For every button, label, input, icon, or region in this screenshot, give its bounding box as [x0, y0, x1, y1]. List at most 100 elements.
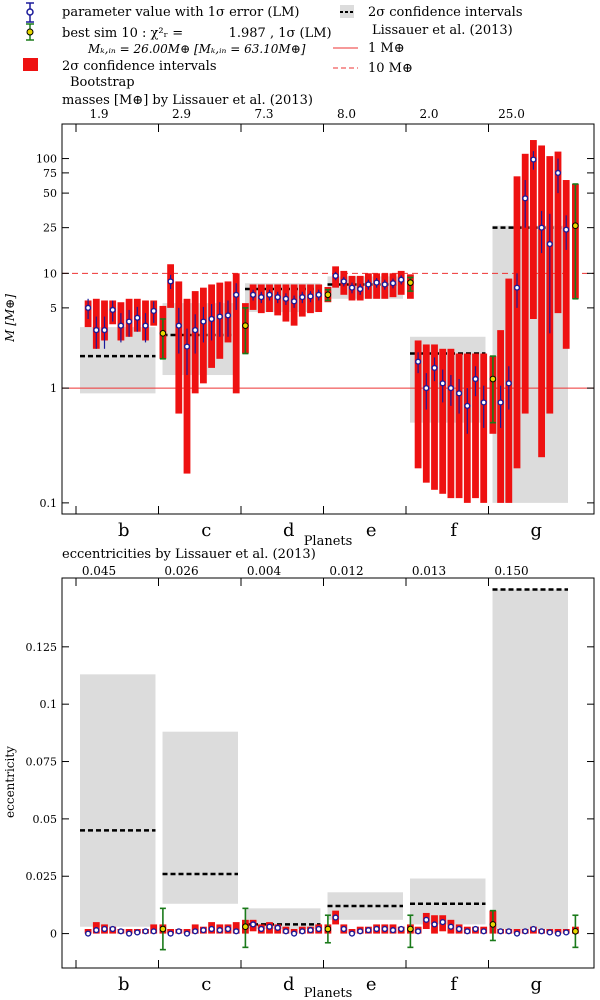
lm-point-b-3 [109, 925, 116, 933]
x-category-label-f: f [450, 974, 458, 995]
lm-point-g-6 [546, 240, 553, 248]
lm-point-g-4 [530, 156, 537, 163]
x-category-label-b: b [118, 974, 130, 995]
lm-point-e-6 [381, 281, 388, 288]
lm-point-c-3 [192, 928, 199, 935]
lm-point-f-0 [415, 358, 422, 365]
x-category-label-c: c [201, 520, 211, 541]
lm-point-d-1 [258, 294, 265, 301]
lm-point-e-0 [332, 914, 339, 921]
top-tick-label: 0.026 [164, 564, 198, 578]
lm-point-g-5 [538, 928, 545, 935]
y-tick-label: 0.025 [26, 870, 58, 883]
lm-point-e-1 [340, 278, 347, 285]
lm-point-e-7 [389, 927, 397, 934]
lm-point-f-8 [480, 928, 487, 935]
lm-point-f-2 [431, 921, 438, 928]
lm-point-b-1 [93, 927, 100, 934]
lm-point-b-0 [84, 304, 92, 311]
best-point-b [159, 925, 167, 933]
lm-point-c-6 [216, 927, 223, 934]
ecc-x-axis-label: Planets [304, 986, 353, 1000]
lm-point-c-8 [233, 928, 240, 935]
y-tick-label: 0.075 [26, 756, 58, 769]
lm-point-e-7 [389, 280, 397, 287]
x-category-label-e: e [366, 520, 377, 541]
lm-point-f-6 [464, 402, 471, 409]
best-point-g [572, 927, 579, 935]
ecc-top-tick-labels: 0.045 0.026 0.004 0.012 0.013 0.150 [82, 564, 529, 578]
lm-point-c-5 [208, 925, 215, 933]
lm-point-e-4 [365, 927, 372, 934]
lm-point-d-0 [250, 921, 257, 928]
bootstrap-bar-f-8 [480, 353, 488, 503]
bootstrap-bar-f-4 [447, 348, 455, 499]
legend-best-marker [26, 23, 34, 41]
lm-point-e-0 [332, 272, 339, 279]
lm-point-b-6 [134, 929, 141, 936]
bootstrap-bar-c-2 [183, 298, 191, 474]
mass-plot-area [61, 123, 595, 515]
lm-point-e-1 [340, 925, 347, 933]
lm-point-g-8 [563, 226, 570, 233]
best-point-c [242, 322, 249, 329]
y-tick-label: 0.05 [33, 813, 58, 826]
bootstrap-bar-f-3 [439, 348, 447, 494]
lm-point-f-6 [464, 928, 471, 935]
best-point-d [324, 925, 332, 933]
lm-point-f-5 [456, 390, 463, 397]
lm-point-g-7 [554, 169, 562, 176]
y-tick-label: 5 [50, 302, 57, 315]
bootstrap-bar-f-1 [422, 344, 430, 483]
y-tick-label: 0.1 [40, 497, 58, 510]
y-tick-label: 75 [43, 167, 57, 180]
bootstrap-bar-f-0 [414, 340, 422, 469]
lm-point-e-6 [381, 925, 388, 933]
lm-point-g-5 [538, 224, 545, 231]
lm-point-c-7 [224, 312, 232, 319]
lm-point-e-3 [357, 285, 364, 293]
lm-point-f-2 [431, 364, 438, 371]
lm-point-c-0 [167, 930, 174, 937]
x-category-label-d: d [283, 974, 295, 995]
lm-point-f-5 [456, 925, 463, 933]
lm-point-d-2 [266, 291, 273, 298]
lm-point-d-8 [315, 925, 322, 933]
plot-frame [61, 577, 595, 969]
lm-point-g-0 [497, 928, 504, 935]
lm-point-b-0 [84, 930, 92, 937]
top-tick-label: 25.0 [498, 107, 525, 121]
lm-point-f-7 [472, 375, 479, 383]
ecc-y-axis-label: eccentricity [3, 746, 17, 818]
lm-point-b-7 [142, 928, 149, 935]
bootstrap-bar-c-8 [232, 922, 240, 934]
bootstrap-bar-c-8 [232, 273, 240, 394]
bootstrap-bar-f-7 [472, 353, 479, 499]
bootstrap-bar-g-7 [554, 151, 562, 314]
lm-point-g-4 [530, 925, 537, 933]
lm-point-c-1 [175, 928, 182, 935]
mass-y-axis-label: M [M⊕] [3, 294, 17, 343]
lissauer-interval-c [162, 731, 238, 904]
y-tick-label: 0.125 [26, 641, 58, 654]
y-tick-label: 50 [43, 187, 57, 200]
lm-point-e-8 [398, 925, 405, 933]
lm-point-f-3 [439, 380, 446, 387]
lm-point-b-1 [93, 327, 100, 334]
plot-frame [61, 123, 595, 515]
top-tick-label: 2.0 [419, 107, 438, 121]
y-tick-label: 10 [43, 267, 57, 280]
lm-point-e-3 [357, 928, 364, 935]
top-tick-label: 0.012 [329, 564, 363, 578]
lm-point-d-4 [282, 295, 290, 302]
y-tick-label: 1 [50, 382, 57, 395]
lm-point-c-2 [183, 343, 191, 350]
ecc-panel: eccentricities by Lissauer et al. (2013)… [3, 547, 595, 1000]
mass-panel: masses [M⊕] by Lissauer et al. (2013) 1.… [3, 93, 595, 549]
legend-dashed-label: 10 M⊕ [368, 61, 413, 76]
best-point-g [572, 222, 579, 229]
lm-point-f-8 [480, 399, 487, 406]
lissauer-interval-b [80, 674, 156, 927]
lm-point-g-3 [522, 195, 529, 202]
lm-point-c-5 [208, 315, 215, 323]
